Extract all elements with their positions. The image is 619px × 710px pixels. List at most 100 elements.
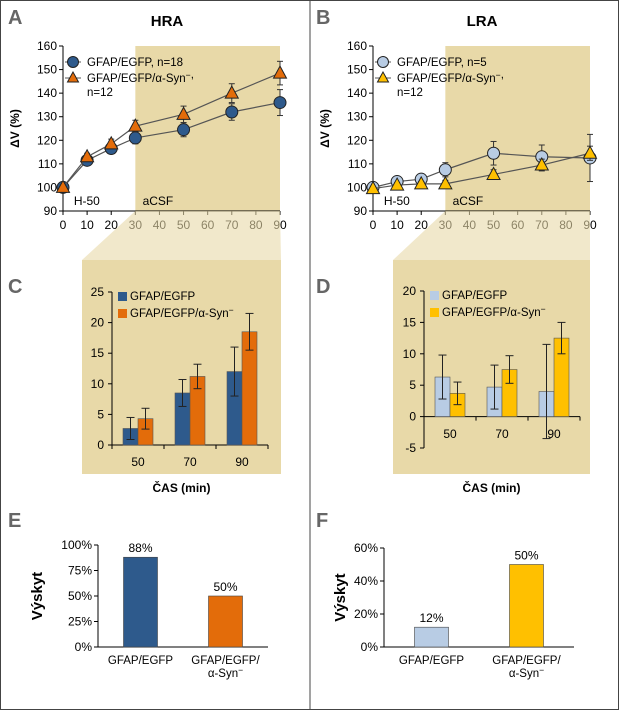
zoom-connector [393,211,590,260]
y-tick-label: 60% [354,541,378,555]
x-tick-label-0: GFAP/EGFP [399,655,465,667]
x-tick-label: 50 [131,455,145,469]
bar-chart-lra-time: -5 0 5 10 15 20 50 70 90 GFAP/EGFP GFAP/EGFP/α-Syn… [393,211,590,495]
y-tick-label: 0 [97,438,104,452]
bar-1 [509,564,544,648]
x-tick-label: 90 [235,455,249,469]
y-tick-label: 20 [91,316,105,330]
y-tick-label: 15 [91,346,105,360]
y-tick-label: 140 [37,86,57,100]
data-point-1 [365,180,381,195]
y-axis-label: ΔV (%) [318,109,332,148]
y-tick-label: 140 [347,86,367,100]
x-tick-label-1: α-Syn− [509,665,544,680]
data-point-1 [534,156,550,171]
y-tick-label: 90 [354,204,368,218]
x-tick-label: 70 [495,427,509,441]
shaded-region [445,46,590,211]
y-tick-label: 120 [37,133,57,147]
x-tick-label-1: GFAP/EGFP/ [191,655,260,667]
legend-label-1: GFAP/EGFP/α-Syn−, [87,69,194,85]
legend-marker-0 [67,56,79,68]
line-chart-hra: 9010011012013014015016001020304050607080… [8,39,288,232]
data-label-0: 88% [128,541,152,555]
annotation-h50: H-50 [384,194,410,208]
legend-label-1: GFAP/EGFP/α-Syn−, [397,69,504,85]
panel-letter-e: E [8,510,21,532]
y-tick-label: 40% [354,574,378,588]
legend-marker-0 [377,56,389,68]
data-point-1 [176,106,191,120]
y-tick-label: 160 [347,39,367,53]
data-label-0: 12% [419,611,443,625]
y-tick-label: 0% [75,640,93,654]
y-tick-label: 160 [37,39,57,53]
y-axis-label: Výskyt [29,572,46,620]
legend-label-1: GFAP/EGFP/α-Syn− [130,305,234,320]
y-tick-label: 25% [68,615,92,629]
panel-c: C 0 5 10 15 20 25 50 70 90 GFAP/EGFP GFAP/EGFP/α-S… [8,211,281,495]
data-point-0 [487,146,501,160]
bar-1 [208,595,243,648]
legend-swatch-0 [118,292,127,301]
y-tick-label: 130 [37,110,57,124]
legend-marker-1 [376,70,390,83]
panel-d: D -5 0 5 10 15 20 50 70 90 GFAP/EGFP GFAP/EGFP/α-S… [316,211,590,495]
y-tick-label: 150 [37,63,57,77]
panel-a: A HRA 9010011012013014015016001020304050… [8,7,288,232]
legend-marker-1 [66,70,80,83]
y-tick-label: 100 [37,180,57,194]
y-tick-label: 0 [409,410,416,424]
x-tick-label: 20 [105,218,119,232]
y-tick-label: 110 [348,157,367,171]
y-tick-label: 150 [347,63,367,77]
panel-letter-d: D [316,276,330,298]
y-axis-label: ΔV (%) [8,109,22,148]
data-point-0 [177,123,191,137]
panel-f: F 0% 20% 40% 60% Výskyt 12% GFAP/EGFP 50% GFAP/E… [316,510,574,680]
data-point-0 [128,131,142,145]
x-axis-label: ČAS (min) [153,480,211,495]
chart-title-lra: LRA [467,13,498,30]
data-point-1 [127,118,143,132]
line-chart-lra: 9010011012013014015016001020304050607080… [318,39,598,232]
x-tick-label: 10 [390,218,404,232]
y-tick-label: 5 [409,378,416,392]
y-tick-label: 90 [44,204,58,218]
data-point-1 [55,179,71,193]
y-tick-label: 110 [38,157,57,171]
legend-label-1: GFAP/EGFP/α-Syn− [442,304,546,319]
chart-title-hra: HRA [151,13,184,30]
bar-chart-lra-incidence: 0% 20% 40% 60% Výskyt 12% GFAP/EGFP 50% GFAP/EGF… [332,541,574,680]
y-axis-label: Výskyt [332,573,349,621]
data-point-1 [486,166,501,180]
y-tick-label: 20 [403,284,417,298]
data-point-1 [79,148,95,163]
panel-letter-a: A [8,7,22,29]
zoom-connector [82,211,281,260]
data-label-1: 50% [514,549,538,563]
data-point-0 [438,163,452,177]
x-tick-label-0: GFAP/EGFP [108,655,174,667]
data-point-1 [103,135,119,150]
legend-swatch-1 [430,308,439,317]
legend-swatch-0 [430,291,439,300]
y-tick-label: 20% [354,607,378,621]
panel-letter-c: C [8,276,22,298]
legend-label-0: GFAP/EGFP, n=18 [87,57,183,69]
legend-label-0: GFAP/EGFP [442,290,508,302]
data-point-1 [272,65,288,79]
data-label-1: 50% [213,580,237,594]
y-tick-label: 5 [97,407,104,421]
x-tick-label: 50 [443,427,457,441]
panel-letter-f: F [316,510,328,532]
x-tick-label-1: α-Syn− [208,665,243,680]
legend-label-1-n: n=12 [87,87,113,99]
y-tick-label: 15 [403,315,417,329]
x-axis-label: ČAS (min) [463,480,521,495]
shaded-region [135,46,280,211]
data-point-1 [389,177,405,191]
y-tick-label: 10 [403,347,417,361]
y-tick-label: 100% [61,538,92,552]
